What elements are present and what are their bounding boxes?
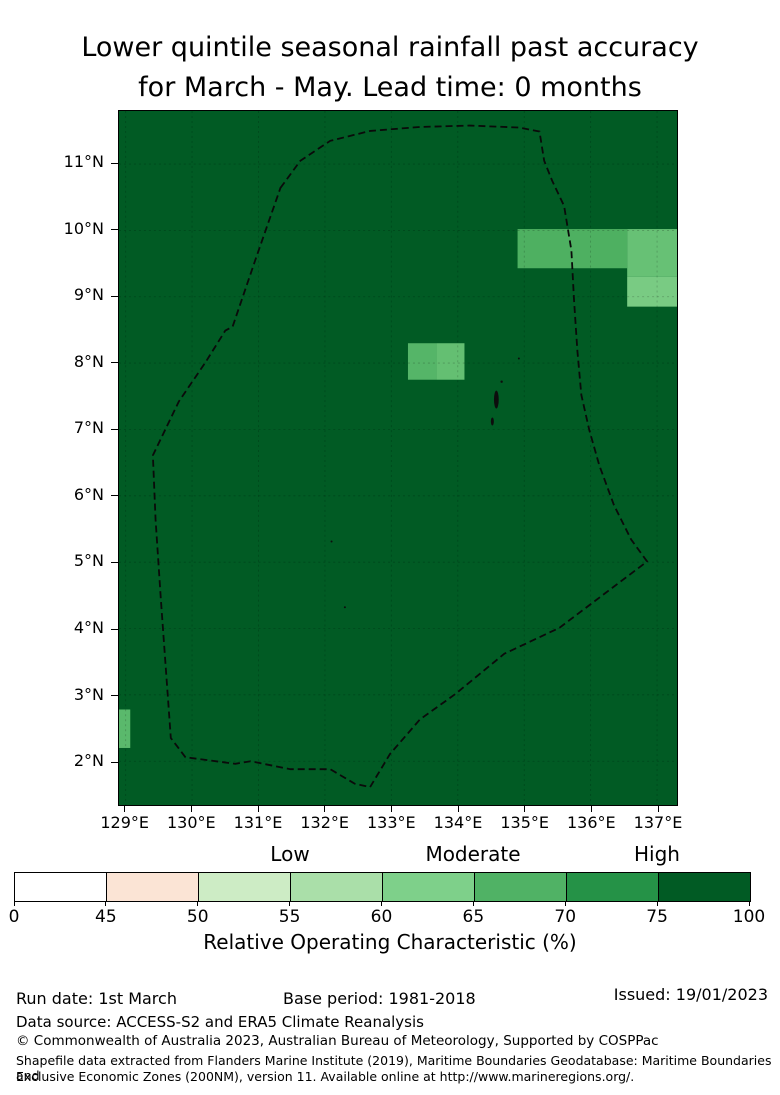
colorbar-tick-mark (197, 901, 199, 906)
x-tick-label: 129°E (100, 813, 149, 832)
x-tick-label: 132°E (300, 813, 349, 832)
y-tick-label: 8°N (73, 351, 104, 371)
base-period-text: Base period: 1981-2018 (283, 989, 476, 1008)
x-tick-mark (257, 806, 259, 812)
colorbar-segment (567, 873, 659, 901)
shapefile-attribution-line-2: Exclusive Economic Zones (200NM), versio… (16, 1069, 635, 1084)
x-tick-label: 136°E (567, 813, 616, 832)
map-svg (119, 111, 677, 805)
y-tick-mark (111, 362, 118, 364)
colorbar-segment (15, 873, 107, 901)
x-tick-label: 133°E (367, 813, 416, 832)
x-tick-mark (390, 806, 392, 812)
map-plot (118, 110, 678, 806)
y-tick-mark (111, 561, 118, 563)
issued-date-text: Issued: 19/01/2023 (613, 985, 768, 1004)
colorbar-tick-mark (13, 901, 15, 906)
colorbar-segment (107, 873, 199, 901)
colorbar-segment (199, 873, 291, 901)
colorbar-tick-label: 75 (646, 907, 668, 927)
y-tick-mark (111, 628, 118, 630)
y-tick-label: 10°N (63, 218, 104, 238)
colorbar-region-label-moderate: Moderate (425, 842, 521, 866)
y-tick-mark (111, 229, 118, 231)
colorbar-segment (291, 873, 383, 901)
colorbar-tick-mark (289, 901, 291, 906)
colorbar-axis-label: Relative Operating Characteristic (%) (203, 930, 577, 954)
chart-title: Lower quintile seasonal rainfall past ac… (0, 28, 780, 108)
y-tick-label: 7°N (73, 418, 104, 438)
x-tick-label: 131°E (233, 813, 283, 832)
run-date-text: Run date: 1st March (16, 989, 177, 1008)
x-tick-mark (190, 806, 192, 812)
y-tick-mark (111, 495, 118, 497)
y-tick-mark (111, 695, 118, 697)
colorbar-region-label-low: Low (270, 842, 310, 866)
colorbar-tick-mark (564, 901, 566, 906)
y-tick-label: 11°N (63, 152, 104, 172)
colorbar-tick-mark (748, 901, 750, 906)
colorbar (14, 872, 751, 902)
x-tick-mark (324, 806, 326, 812)
x-tick-label: 137°E (633, 813, 683, 832)
y-tick-label: 9°N (73, 285, 104, 305)
y-tick-label: 3°N (73, 684, 104, 704)
colorbar-tick-label: 0 (8, 907, 20, 927)
x-tick-label: 130°E (167, 813, 216, 832)
colorbar-tick-label: 50 (186, 907, 209, 927)
x-tick-mark (590, 806, 592, 812)
x-tick-mark (524, 806, 526, 812)
y-tick-mark (111, 761, 118, 763)
y-tick-label: 2°N (73, 751, 104, 771)
colorbar-tick-mark (105, 901, 107, 906)
y-tick-label: 4°N (73, 618, 104, 637)
colorbar-tick-label: 55 (278, 907, 301, 927)
colorbar-tick-mark (656, 901, 658, 906)
colorbar-tick-label: 60 (370, 907, 393, 927)
colorbar-region-label-high: High (634, 842, 680, 866)
colorbar-tick-label: 45 (95, 907, 117, 927)
colorbar-tick-mark (472, 901, 474, 906)
title-line-1: Lower quintile seasonal rainfall past ac… (81, 32, 699, 63)
colorbar-segment (383, 873, 475, 901)
x-tick-label: 134°E (433, 813, 483, 832)
data-source-text: Data source: ACCESS-S2 and ERA5 Climate … (16, 1013, 424, 1031)
title-line-2: for March - May. Lead time: 0 months (138, 72, 642, 103)
colorbar-tick-mark (381, 901, 382, 906)
colorbar-tick-label: 100 (732, 907, 766, 927)
x-tick-mark (657, 806, 659, 812)
colorbar-tick-label: 70 (554, 907, 577, 927)
y-tick-mark (111, 162, 118, 164)
x-tick-label: 135°E (500, 813, 549, 832)
colorbar-segment (659, 873, 750, 901)
shapefile-attribution-line-1: Shapefile data extracted from Flanders M… (16, 1053, 772, 1083)
y-tick-label: 5°N (73, 551, 104, 571)
x-tick-mark (457, 806, 459, 812)
y-tick-mark (111, 295, 118, 297)
copyright-text: © Commonwealth of Australia 2023, Austra… (16, 1033, 659, 1049)
colorbar-segment (475, 873, 567, 901)
y-tick-mark (111, 428, 118, 430)
x-tick-mark (124, 806, 126, 812)
y-tick-label: 6°N (73, 484, 104, 504)
colorbar-tick-label: 65 (462, 907, 485, 927)
